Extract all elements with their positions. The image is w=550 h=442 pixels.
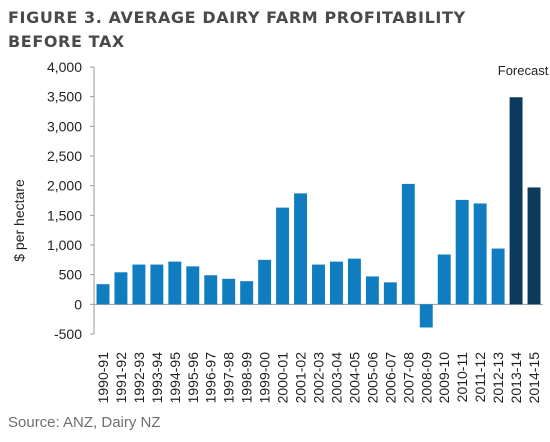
forecast-annotation: Forecast [498, 63, 549, 78]
bar-1999-00 [258, 259, 272, 305]
y-tick-label: -500 [54, 326, 82, 342]
bar-1995-96 [186, 266, 200, 305]
y-tick-label: 3,500 [47, 89, 82, 105]
x-tick-label: 1994-95 [167, 352, 183, 404]
bar-2014-15 [527, 187, 541, 305]
x-tick-label: 2010-11 [454, 352, 470, 403]
x-tick-label: 1999-00 [257, 352, 273, 404]
bar-2011-12 [473, 203, 487, 305]
chart-title-line-1: FIGURE 3. AVERAGE DAIRY FARM PROFITABILI… [8, 8, 466, 27]
x-tick-label: 1993-94 [149, 352, 165, 404]
x-tick-label: 2007-08 [400, 352, 416, 404]
x-tick-label: 1990-91 [95, 352, 111, 404]
y-tick-label: 1,500 [47, 207, 82, 223]
bar-2000-01 [276, 207, 290, 305]
bar-1990-91 [96, 284, 110, 305]
bar-2012-13 [491, 248, 505, 305]
bar-2013-14 [509, 97, 523, 305]
x-tick-label: 1991-92 [113, 352, 129, 404]
x-tick-label: 1992-93 [131, 352, 147, 404]
bar-1996-97 [204, 275, 218, 305]
x-tick-label: 2005-06 [364, 352, 380, 404]
x-tick-label: 1996-97 [203, 352, 219, 404]
bar-1991-92 [114, 272, 128, 305]
bar-2001-02 [294, 193, 308, 305]
x-tick-label: 2008-09 [418, 352, 434, 404]
y-tick-label: 3,000 [47, 118, 82, 134]
bar-2007-08 [401, 183, 415, 305]
x-tick-label: 2002-03 [311, 352, 327, 404]
bar-2002-03 [312, 264, 325, 305]
bar-2004-05 [347, 258, 361, 305]
x-tick-label: 2014-15 [526, 352, 542, 404]
chart-title: FIGURE 3. AVERAGE DAIRY FARM PROFITABILI… [8, 6, 538, 54]
bar-2008-09 [419, 304, 433, 328]
x-tick-label: 2011-12 [472, 352, 488, 403]
y-tick-label: 2,000 [47, 178, 82, 194]
bar-1998-99 [240, 281, 254, 305]
y-tick-label: 4,000 [47, 59, 82, 75]
x-tick-label: 2006-07 [382, 352, 398, 404]
x-tick-label: 2009-10 [436, 352, 452, 404]
x-tick-label: 2013-14 [508, 352, 524, 404]
bar-1992-93 [132, 264, 146, 305]
bar-2005-06 [365, 276, 379, 305]
y-tick-label: 500 [59, 267, 83, 283]
bar-1997-98 [222, 278, 236, 305]
bar-1993-94 [150, 264, 164, 305]
x-tick-label: 1995-96 [185, 352, 201, 404]
bar-2003-04 [329, 261, 343, 305]
y-tick-label: 2,500 [47, 148, 82, 164]
bar-1994-95 [168, 261, 182, 305]
y-axis-title: $ per hectare [11, 179, 27, 262]
x-tick-label: 2001-02 [293, 352, 309, 404]
x-tick-label: 2000-01 [275, 352, 291, 404]
source-note: Source: ANZ, Dairy NZ [8, 414, 161, 431]
x-tick-label: 2012-13 [490, 352, 506, 404]
x-tick-label: 2003-04 [328, 352, 344, 404]
bar-2009-10 [437, 254, 451, 305]
x-tick-label: 2004-05 [346, 352, 362, 404]
x-tick-label: 1997-98 [221, 352, 237, 404]
x-tick-label: 1998-99 [239, 352, 255, 404]
y-tick-label: 0 [74, 296, 82, 312]
bar-2006-07 [383, 282, 397, 305]
bar-2010-11 [455, 199, 469, 305]
chart-title-line-2: BEFORE TAX [8, 32, 125, 51]
y-tick-label: 1,000 [47, 237, 82, 253]
